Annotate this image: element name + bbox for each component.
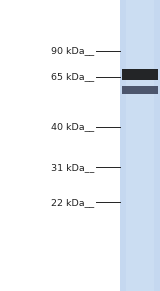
Bar bbox=[122, 69, 158, 80]
Text: 90 kDa__: 90 kDa__ bbox=[51, 47, 94, 55]
Text: 40 kDa__: 40 kDa__ bbox=[51, 122, 94, 131]
Text: 22 kDa__: 22 kDa__ bbox=[51, 198, 94, 207]
Bar bbox=[122, 86, 158, 94]
Bar bbox=[120, 0, 160, 291]
Bar bbox=[126, 0, 154, 291]
Text: 65 kDa__: 65 kDa__ bbox=[51, 73, 94, 81]
Text: 31 kDa__: 31 kDa__ bbox=[51, 163, 94, 172]
